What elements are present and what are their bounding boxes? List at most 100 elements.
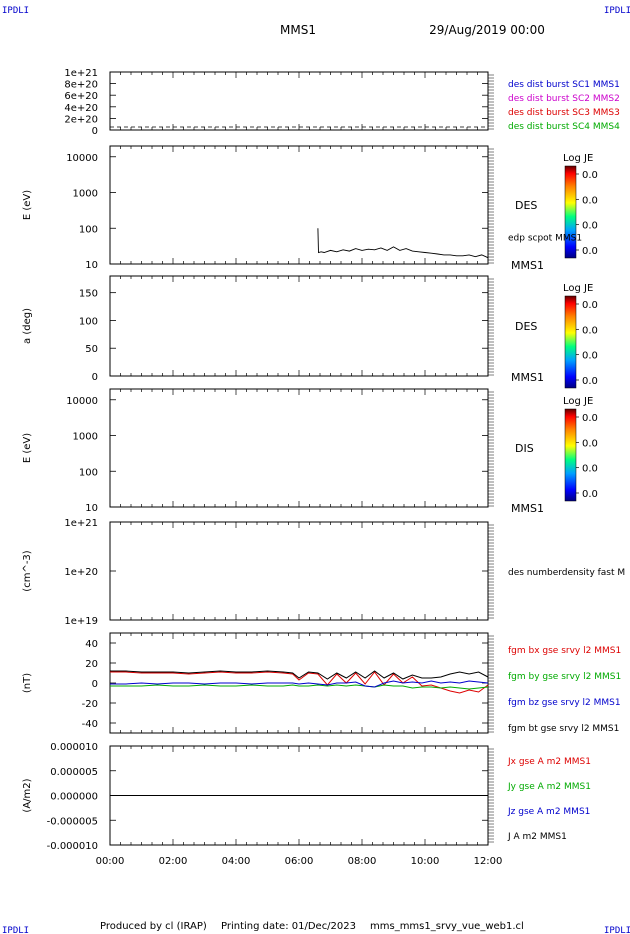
- colorbar: [564, 408, 577, 502]
- series-line: [110, 670, 489, 680]
- series-legend-item: Jx gse A m2 MMS1: [507, 757, 591, 767]
- y-axis-label: E (eV): [22, 433, 33, 463]
- panel-frame-dis-energy: [109, 388, 489, 508]
- bottom-right-label: IPDLI: [604, 926, 630, 934]
- burst-legend-item: des dist burst SC4 MMS4: [508, 122, 620, 132]
- y-tick-label: -40: [82, 719, 98, 730]
- y-tick-label: 150: [79, 289, 98, 300]
- y-tick-label: 1000: [73, 432, 98, 443]
- y-tick-label: 2e+20: [64, 114, 98, 125]
- panel-frame-burst: [109, 71, 489, 131]
- scpot-line: [317, 228, 489, 259]
- burst-legend-item: des dist burst SC3 MMS3: [508, 108, 620, 118]
- series-line: [110, 684, 489, 690]
- x-tick-label: 04:00: [222, 856, 251, 867]
- colorbar: [564, 165, 577, 259]
- x-tick-label: 08:00: [348, 856, 377, 867]
- corner-left-label: IPDLI: [2, 6, 29, 16]
- colorbar-tick-label: 0.0: [582, 300, 598, 311]
- y-tick-label: 0.000010: [50, 742, 98, 753]
- x-tick-label: 12:00: [474, 856, 503, 867]
- y-tick-label: 10: [85, 503, 98, 514]
- y-tick-label: 1e+20: [64, 567, 98, 578]
- corner-right-label: IPDLI: [604, 6, 630, 16]
- spacecraft-title: MMS1: [280, 23, 316, 37]
- colorbar-tick-label: 0.0: [582, 221, 598, 232]
- spectrogram-label: DIS: [515, 442, 534, 455]
- colorbar-tick-label: 0.0: [582, 489, 598, 500]
- x-tick-label: 02:00: [159, 856, 188, 867]
- colorbar-tick-label: 0.0: [582, 351, 598, 362]
- colorbar-tick-label: 0.0: [582, 376, 598, 387]
- spectrogram-label: DES: [515, 199, 537, 212]
- y-tick-label: 100: [79, 467, 98, 478]
- y-tick-label: 0: [92, 679, 98, 690]
- panel-frame-des-energy: [109, 145, 489, 265]
- y-tick-label: 1e+19: [64, 616, 98, 627]
- y-tick-label: 1000: [73, 189, 98, 200]
- y-tick-label: 40: [85, 639, 98, 650]
- series-legend-item: fgm bx gse srvy l2 MMS1: [508, 646, 621, 656]
- density-label: des numberdensity fast M: [508, 568, 625, 578]
- spectrogram-sublabel: MMS1: [511, 371, 544, 384]
- y-axis-label: (A/m2): [22, 778, 33, 812]
- y-tick-label: -0.000005: [47, 816, 98, 827]
- y-tick-label: 1e+21: [64, 68, 98, 79]
- x-tick-label: 10:00: [411, 856, 440, 867]
- y-tick-label: 10: [85, 260, 98, 271]
- y-tick-label: 0.000005: [50, 767, 98, 778]
- y-axis-label: a (deg): [22, 308, 33, 344]
- panel-frame-des-pitch: [109, 275, 489, 377]
- series-legend-item: Jy gse A m2 MMS1: [507, 782, 591, 792]
- y-tick-label: 1e+21: [64, 518, 98, 529]
- overlay-label: edp scpot MMS1: [508, 233, 582, 243]
- y-tick-label: 0.000000: [50, 792, 98, 803]
- y-tick-label: 0: [92, 126, 98, 137]
- colorbar-tick-label: 0.0: [582, 413, 598, 424]
- spectrogram-sublabel: MMS1: [511, 502, 544, 515]
- series-legend-item: fgm bz gse srvy l2 MMS1: [508, 698, 621, 708]
- footer-file: mms_mms1_srvy_vue_web1.cl: [370, 921, 524, 932]
- x-tick-label: 06:00: [285, 856, 314, 867]
- y-tick-label: 6e+20: [64, 91, 98, 102]
- y-tick-label: -20: [82, 699, 98, 710]
- y-axis-label: (nT): [22, 673, 33, 693]
- footer-print-date: Printing date: 01/Dec/2023: [221, 921, 356, 932]
- burst-legend-item: des dist burst SC2 MMS2: [508, 94, 620, 104]
- y-tick-label: 8e+20: [64, 80, 98, 91]
- y-tick-label: 4e+20: [64, 103, 98, 114]
- series-legend-item: fgm bt gse srvy l2 MMS1: [508, 724, 619, 734]
- colorbar-tick-label: 0.0: [582, 195, 598, 206]
- y-axis-label: (cm^-3): [22, 550, 33, 591]
- colorbar-tick-label: 0.0: [582, 246, 598, 257]
- series-legend-item: Jz gse A m2 MMS1: [507, 807, 590, 817]
- colorbar-tick-label: 0.0: [582, 438, 598, 449]
- burst-legend-item: des dist burst SC1 MMS1: [508, 80, 620, 90]
- spectrogram-label: DES: [515, 320, 537, 333]
- series-line: [110, 680, 489, 688]
- colorbar-tick-label: 0.0: [582, 464, 598, 475]
- y-tick-label: 100: [79, 316, 98, 327]
- colorbar-tick-label: 0.0: [582, 325, 598, 336]
- series-legend-item: J A m2 MMS1: [507, 832, 567, 842]
- x-tick-label: 00:00: [96, 856, 125, 867]
- y-axis-label: E (eV): [22, 190, 33, 220]
- y-tick-label: -0.000010: [47, 841, 98, 852]
- y-tick-label: 10000: [66, 396, 98, 407]
- colorbar-tick-label: 0.0: [582, 170, 598, 181]
- colorbar: [564, 295, 577, 389]
- y-tick-label: 10000: [66, 153, 98, 164]
- spectrogram-sublabel: MMS1: [511, 259, 544, 272]
- colorbar-title: Log JE: [563, 283, 593, 294]
- footer-producer: Produced by cl (IRAP): [100, 921, 207, 932]
- y-tick-label: 0: [92, 372, 98, 383]
- colorbar-title: Log JE: [563, 396, 593, 407]
- y-tick-label: 20: [85, 659, 98, 670]
- panel-frame-density: [109, 521, 489, 621]
- bottom-left-label: IPDLI: [2, 926, 29, 934]
- series-legend-item: fgm by gse srvy l2 MMS1: [508, 672, 621, 682]
- colorbar-title: Log JE: [563, 153, 593, 164]
- date-title: 29/Aug/2019 00:00: [429, 23, 545, 37]
